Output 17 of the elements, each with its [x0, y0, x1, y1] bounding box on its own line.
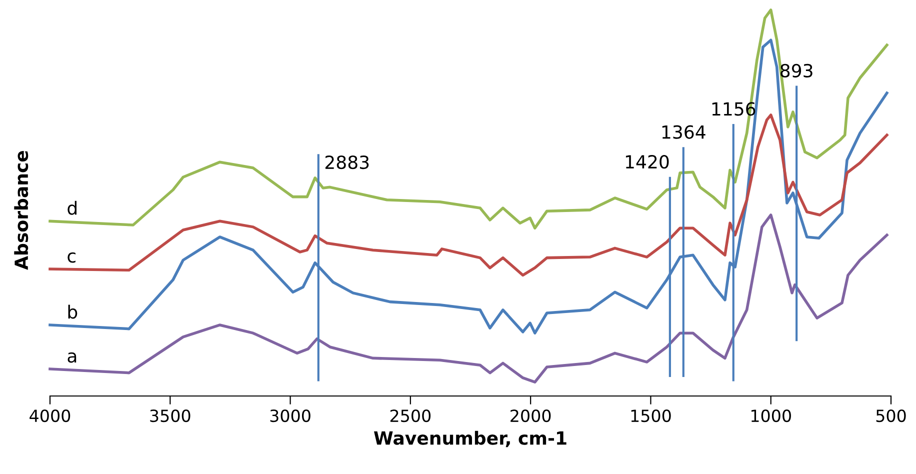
x-tick-label: 2000: [510, 409, 551, 422]
x-tick-label: 1000: [751, 409, 791, 422]
x-tick-label: 4000: [30, 409, 70, 422]
x-tick-label: 500: [876, 409, 906, 422]
ref-line-label: 1420: [626, 154, 669, 169]
x-axis-title: Wavenumber, cm-1: [374, 430, 566, 448]
x-tick-label: 3000: [270, 409, 310, 422]
ref-line-label: 1364: [662, 125, 706, 139]
x-tick-label: 2500: [390, 409, 431, 422]
ref-line-label: 2883: [325, 155, 369, 170]
x-tick-label: 1500: [631, 409, 671, 422]
x-tick-label: 3500: [150, 409, 190, 422]
series-label: d: [68, 200, 76, 215]
y-axis-title: Absorbance: [14, 150, 28, 270]
series-label: b: [68, 304, 78, 319]
series-label: a: [68, 352, 76, 363]
series-label: c: [68, 252, 76, 263]
